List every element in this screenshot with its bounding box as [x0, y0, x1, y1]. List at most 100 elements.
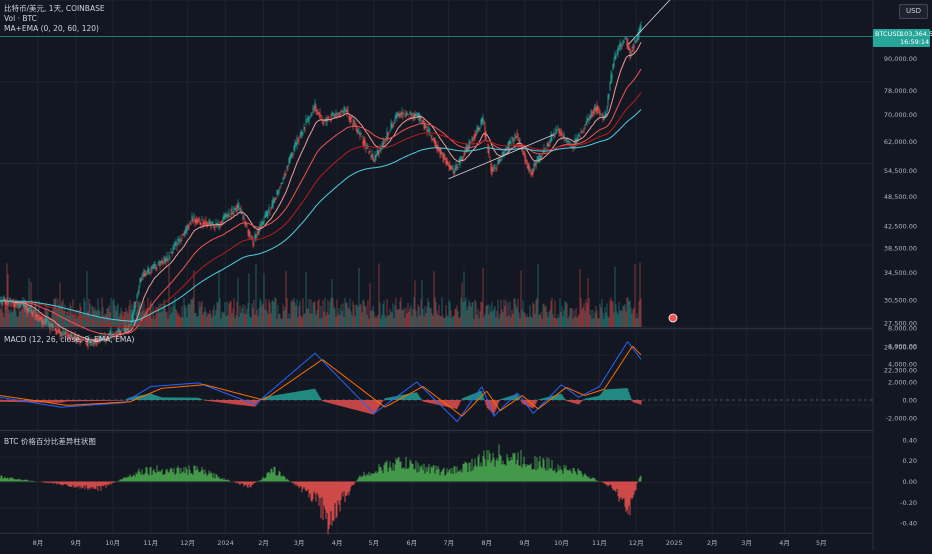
volume-bar [220, 299, 221, 327]
volume-bar [210, 310, 211, 327]
macd-hist-bar [569, 400, 570, 402]
macd-hist-bar [615, 389, 616, 400]
candle-body [144, 270, 145, 277]
macd-hist-bar [177, 398, 178, 401]
candle-body [205, 223, 206, 224]
volume-bar [597, 311, 598, 327]
macd-hist-bar [606, 389, 607, 400]
osc-bar [255, 482, 256, 484]
macd-legend-label[interactable]: MACD (12, 26, close, 9, EMA, EMA) [4, 335, 134, 345]
osc-bar [462, 472, 463, 481]
osc-bar [14, 479, 15, 482]
volume-bar [286, 271, 287, 327]
volume-bar [361, 304, 362, 327]
osc-bar [76, 482, 77, 488]
osc-bar [311, 482, 312, 501]
macd-hist-bar [361, 400, 362, 411]
candle-body [405, 115, 406, 116]
osc-bar [221, 479, 222, 482]
volume-bar [462, 283, 463, 327]
osc-legend-label[interactable]: BTC 价格百分比差异柱状图 [4, 437, 96, 447]
candle-body [334, 114, 335, 115]
osc-bar [521, 450, 522, 482]
osc-bar [282, 477, 283, 482]
volume-legend[interactable]: Vol · BTC [4, 14, 105, 24]
macd-hist-bar [162, 397, 163, 400]
currency-button[interactable]: USD [899, 4, 928, 19]
volume-bar [15, 309, 16, 327]
osc-bar [391, 467, 392, 481]
macd-hist-bar [305, 390, 306, 400]
osc-bar [576, 473, 577, 482]
macd-hist-bar [456, 400, 457, 409]
osc-bar [223, 480, 224, 482]
osc-bar [621, 482, 622, 498]
macd-hist-bar [501, 399, 502, 400]
osc-bar [418, 463, 419, 482]
osc-bar [191, 473, 192, 481]
candle-body [373, 156, 374, 160]
macd-hist-bar [71, 400, 72, 401]
volume-bar [546, 305, 547, 327]
volume-bar [362, 312, 363, 327]
osc-bar [608, 482, 609, 487]
volume-bar [430, 308, 431, 327]
volume-bar [625, 304, 626, 327]
candle-body [165, 259, 166, 262]
candle-body [230, 216, 231, 217]
macd-tick-label: 4,000.00 [888, 361, 917, 369]
volume-bar [404, 308, 405, 327]
osc-bar [482, 467, 483, 482]
osc-bar [382, 470, 383, 481]
candle-body [589, 118, 590, 121]
candle-body [408, 114, 409, 115]
osc-bar [216, 474, 217, 481]
candle-body [602, 115, 603, 116]
osc-bar [235, 482, 236, 483]
candle-body [513, 140, 514, 142]
volume-bar [542, 319, 543, 327]
volume-bar [475, 300, 476, 327]
candle-body [312, 115, 313, 116]
osc-bar [217, 475, 218, 482]
macd-hist-bar [413, 393, 414, 400]
volume-bar [254, 300, 255, 327]
candle-body [45, 321, 46, 324]
candle-body [568, 140, 569, 142]
candle-body [56, 328, 57, 334]
volume-bar [218, 303, 219, 327]
volume-bar [478, 309, 479, 327]
candle-body [40, 317, 41, 319]
osc-bar [89, 482, 90, 488]
candle-body [249, 229, 250, 235]
ma-legend[interactable]: MA+EMA (0, 20, 60, 120) [4, 24, 105, 34]
volume-bar [413, 309, 414, 327]
macd-hist-bar [213, 400, 214, 402]
osc-bar [556, 473, 557, 482]
volume-bar [548, 317, 549, 327]
volume-bar [575, 317, 576, 327]
volume-bar [192, 300, 193, 327]
volume-bar [230, 302, 231, 327]
volume-bar [322, 318, 323, 327]
osc-bar [66, 482, 67, 485]
volume-bar [201, 303, 202, 327]
osc-bar [213, 478, 214, 482]
candle-body [475, 134, 476, 139]
candle-body [187, 226, 188, 231]
volume-bar [179, 313, 180, 327]
volume-bar [101, 318, 102, 327]
symbol-title[interactable]: 比特币/美元, 1天, COINBASE [4, 4, 105, 14]
macd-hist-bar [179, 398, 180, 400]
osc-bar [330, 482, 331, 525]
candle-body [345, 109, 346, 110]
osc-bar [274, 467, 275, 482]
macd-hist-bar [600, 395, 601, 400]
volume-bar [519, 313, 520, 327]
osc-bar [237, 482, 238, 484]
candle-body [486, 132, 487, 139]
volume-bar [416, 310, 417, 327]
candle-body [287, 166, 288, 169]
macd-hist-bar [558, 394, 559, 400]
macd-hist-bar [502, 399, 503, 400]
